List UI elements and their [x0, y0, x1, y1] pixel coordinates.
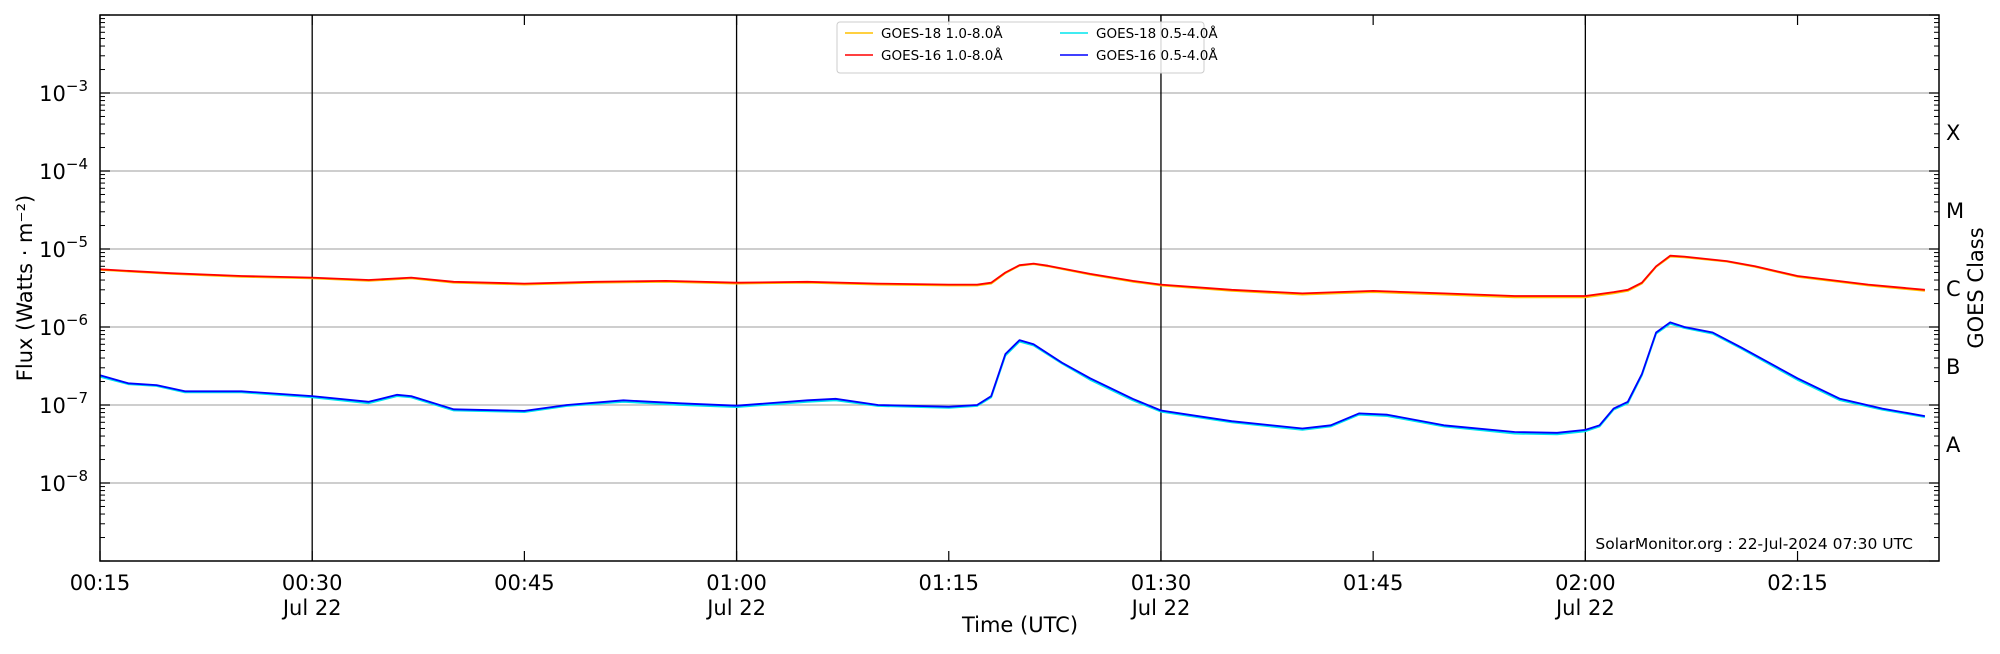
series-line-goes-16-0-5-4-0- [99, 321, 1926, 434]
x-tick-label: 00:30 [282, 571, 343, 595]
y-tick-label: 10−8 [39, 467, 88, 496]
series-line-goes-16-1-0-8-0- [99, 254, 1925, 297]
grid [100, 92, 1939, 484]
watermark-annotation: SolarMonitor.org : 22-Jul-2024 07:30 UTC [1595, 535, 1913, 553]
legend-box [836, 21, 1205, 74]
legend-label: GOES-16 1.0-8.0Å [881, 47, 1003, 64]
goes-class-axis: A B C M X [1946, 121, 1964, 457]
x-tick-date-label: Jul 22 [1130, 596, 1191, 620]
x-tick-date-label: Jul 22 [1554, 596, 1615, 620]
y-tick-label: 10−3 [39, 77, 88, 106]
x-axis-label: Time (UTC) [961, 613, 1078, 637]
series-line-goes-18-1-0-8-0- [99, 255, 1925, 299]
legend-label: GOES-18 0.5-4.0Å [1096, 25, 1218, 42]
day-marker-lines [311, 15, 1586, 561]
x-tick-label: 01:45 [1343, 571, 1404, 595]
x-tick-label: 01:00 [706, 571, 767, 595]
series-line-goes-18-0-5-4-0- [99, 322, 1926, 436]
x-tick-label: 00:45 [494, 571, 555, 595]
legend-label: GOES-18 1.0-8.0Å [881, 25, 1003, 42]
legend-label: GOES-16 0.5-4.0Å [1096, 47, 1218, 64]
goes-class-label: C [1946, 277, 1961, 301]
x-tick-label: 02:15 [1767, 571, 1828, 595]
y-axis: 10−8 10−7 10−6 10−5 10−4 10−3 [39, 14, 1939, 562]
y-axis-label: Flux (Watts · m⁻²) [13, 195, 37, 381]
y-tick-label: 10−6 [39, 311, 88, 340]
x-tick-label: 01:30 [1131, 571, 1192, 595]
right-axis-label: GOES Class [1964, 227, 1988, 348]
y-tick-label: 10−7 [39, 389, 88, 418]
x-tick-label: 00:15 [70, 571, 131, 595]
goes-class-label: A [1946, 433, 1961, 457]
plot-frame [99, 14, 1940, 562]
goes-class-label: X [1946, 121, 1960, 145]
x-tick-label: 02:00 [1555, 571, 1616, 595]
legend: GOES-18 1.0-8.0Å GOES-18 0.5-4.0Å GOES-16 … [836, 21, 1218, 74]
x-tick-date-label: Jul 22 [281, 596, 342, 620]
x-tick-label: 01:15 [919, 571, 980, 595]
y-tick-label: 10−4 [39, 155, 88, 184]
goes-class-label: B [1946, 355, 1960, 379]
y-tick-label: 10−5 [39, 233, 88, 262]
x-tick-date-label: Jul 22 [705, 596, 766, 620]
goes-class-label: M [1946, 199, 1964, 223]
series-lines [99, 254, 1926, 436]
